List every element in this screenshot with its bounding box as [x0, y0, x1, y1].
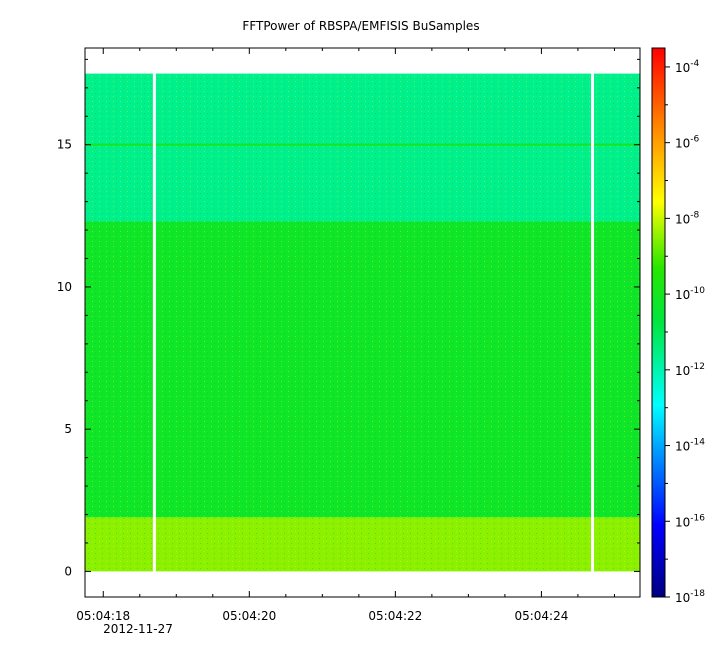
- y-tick-label: 0: [64, 564, 72, 578]
- x-tick-label: 05:04:18: [76, 609, 130, 623]
- colorbar-tick-label: 10-12: [675, 362, 705, 378]
- x-tick-label: 05:04:22: [368, 609, 422, 623]
- colorbar-tick-label: 10-8: [675, 210, 700, 226]
- colorbar-gradient: [651, 47, 666, 598]
- x-tick-label: 05:04:24: [514, 609, 568, 623]
- y-tick-label: 10: [57, 280, 72, 294]
- colorbar-tick-label: 10-18: [675, 589, 705, 605]
- colorbar-tick-label: 10-16: [675, 513, 705, 529]
- data-gap-1: [591, 73, 595, 572]
- x-axis: 05:04:18 05:04:20 05:04:22 05:04:24: [76, 48, 615, 623]
- colorbar-tick-label: 10-6: [675, 135, 700, 151]
- colorbar-tick-label: 10-4: [675, 59, 700, 75]
- y-tick-label: 5: [64, 422, 72, 436]
- data-gap-0: [152, 73, 156, 572]
- y-tick-label: 15: [57, 138, 72, 152]
- colorbar-tick-label: 10-10: [675, 286, 705, 302]
- y-axis: 0 5 10 15: [57, 58, 640, 578]
- spectrogram-texture: [85, 73, 640, 572]
- plot-frame: [84, 47, 641, 598]
- colorbar-tick-label: 10-14: [675, 438, 705, 454]
- colorbar: 10-4 10-6 10-8 10-10 10-12 10-14 10-16 10-18: [651, 47, 705, 605]
- x-tick-label: 05:04:20: [222, 609, 276, 623]
- chart-title: FFTPower of RBSPA/EMFISIS BuSamples: [242, 19, 479, 33]
- x-axis-date-label: 2012-11-27: [103, 622, 173, 636]
- plot-area: [84, 47, 641, 598]
